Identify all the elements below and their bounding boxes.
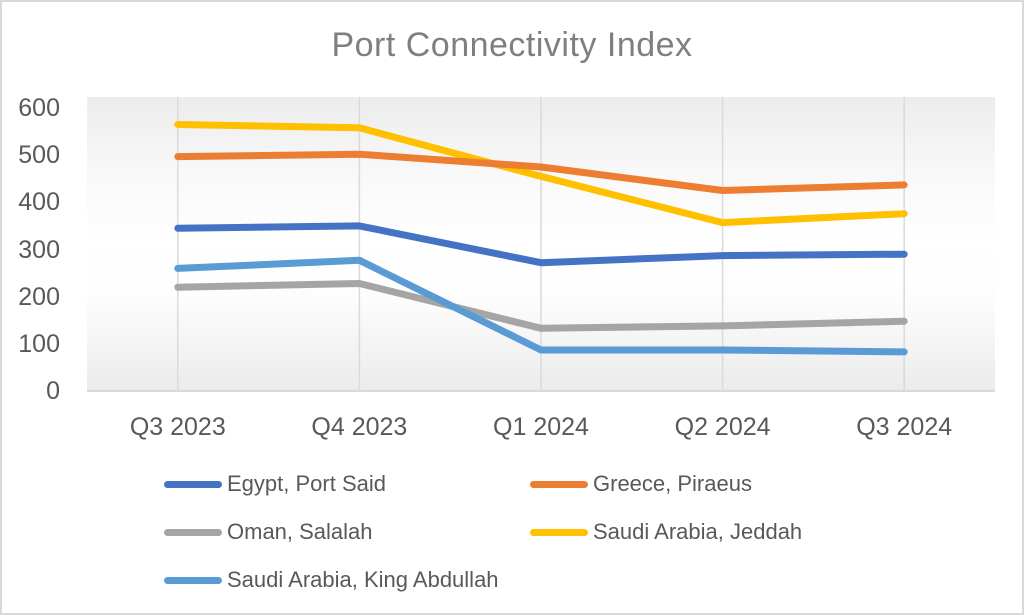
series-line-oman-salalah bbox=[174, 280, 908, 332]
series-line-greece-piraeus bbox=[174, 150, 908, 194]
y-tick-label-200: 200 bbox=[18, 282, 60, 311]
series-line-saudi-arabia-jeddah bbox=[174, 121, 908, 227]
x-category-label-q4-2023: Q4 2023 bbox=[311, 413, 408, 441]
y-tick-label-600: 600 bbox=[18, 94, 60, 122]
y-tick-label-300: 300 bbox=[18, 235, 60, 264]
chart-title: Port Connectivity Index bbox=[331, 26, 693, 64]
y-tick-label-0: 0 bbox=[46, 377, 60, 405]
x-category-label-q3-2024: Q3 2024 bbox=[856, 413, 953, 441]
series-line-saudi-arabia-king-abdullah bbox=[174, 256, 908, 356]
x-category-label-q2-2024: Q2 2024 bbox=[674, 413, 771, 441]
y-tick-label-500: 500 bbox=[18, 141, 60, 170]
series-line-egypt-port-said bbox=[174, 222, 908, 267]
x-category-label-q1-2024: Q1 2024 bbox=[493, 413, 589, 441]
y-tick-label-400: 400 bbox=[18, 188, 60, 217]
y-tick-label-100: 100 bbox=[18, 329, 60, 358]
x-category-label-q3-2023: Q3 2023 bbox=[129, 413, 226, 441]
